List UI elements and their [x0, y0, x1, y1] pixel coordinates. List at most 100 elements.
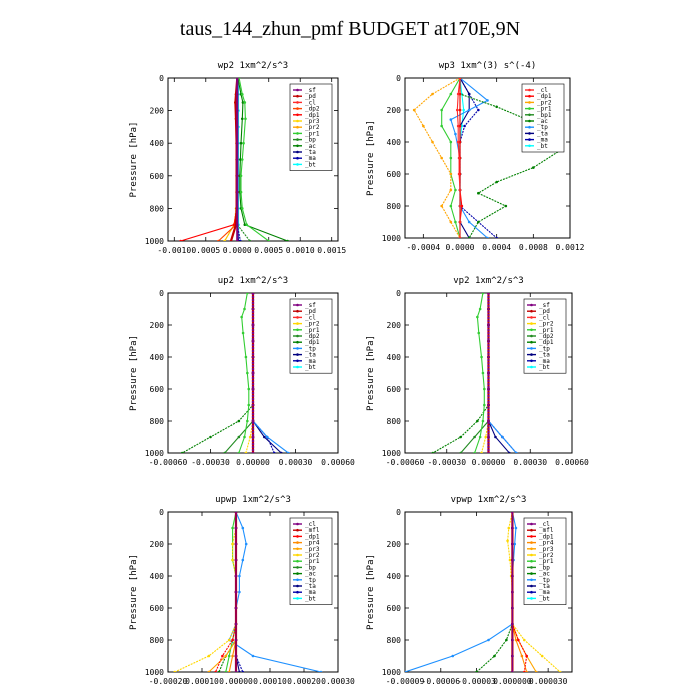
legend-marker — [530, 303, 533, 307]
data-point — [238, 574, 241, 578]
data-point — [243, 435, 246, 439]
data-point — [231, 542, 234, 546]
legend-entry: _ma — [305, 155, 316, 162]
legend-marker — [296, 113, 299, 117]
series-line-tp — [405, 512, 517, 672]
x-tick-label: -0.00060 — [386, 458, 425, 467]
legend-marker — [530, 578, 533, 582]
y-tick-label: 400 — [150, 572, 165, 581]
y-tick-label: 1000 — [382, 449, 401, 458]
legend-marker — [530, 541, 533, 544]
legend-marker — [528, 113, 531, 117]
data-point — [451, 654, 455, 658]
data-point — [241, 331, 245, 335]
data-point — [235, 239, 239, 241]
series-line-dp1 — [180, 78, 238, 241]
data-point — [239, 174, 243, 178]
y-tick-label: 400 — [387, 572, 402, 581]
data-point — [480, 451, 483, 453]
data-point — [251, 387, 255, 391]
legend-entry: _bp — [305, 564, 316, 571]
data-point — [251, 339, 255, 343]
data-point — [522, 670, 526, 672]
data-point — [235, 125, 239, 129]
legend-entry: _pr1 — [539, 558, 554, 565]
data-point — [467, 108, 471, 112]
series-line-ac — [476, 512, 513, 672]
legend-entry: _dp1 — [305, 533, 320, 540]
legend-entry: _bp1 — [537, 112, 552, 119]
data-point — [487, 419, 490, 423]
data-point — [207, 670, 211, 672]
data-point — [505, 638, 508, 642]
legend-entry: _pd — [539, 308, 550, 315]
x-tick-label: -0.00060 — [149, 458, 188, 467]
x-tick-label: 0.00030 — [321, 677, 355, 686]
legend-marker — [296, 535, 299, 538]
panel-3: vp2 1xm^2/s^3 0 200 400 600 800 1000-0.00060 -0… — [366, 276, 589, 467]
data-point — [173, 670, 177, 672]
data-point — [251, 419, 255, 423]
x-tick-label: -0.00030 — [427, 458, 466, 467]
legend-marker — [530, 553, 533, 557]
x-tick-label: 0.0008 — [519, 243, 548, 252]
data-point — [449, 156, 453, 160]
data-point — [458, 188, 462, 192]
data-point — [455, 108, 459, 112]
data-point — [214, 670, 217, 672]
data-point — [487, 371, 490, 375]
data-point — [525, 654, 528, 658]
legend-entry: _ma — [537, 137, 548, 144]
legend-marker — [296, 522, 299, 526]
x-tick-label: 0.00030 — [279, 458, 313, 467]
series-group — [405, 512, 562, 672]
legend-marker — [528, 132, 531, 135]
data-point — [501, 435, 504, 439]
data-point — [476, 315, 479, 319]
data-point — [263, 435, 266, 439]
x-tick-label: 0.00060 — [321, 458, 355, 467]
legend-entry: _bt — [305, 364, 316, 371]
legend-entry: _ma — [539, 589, 550, 596]
x-tick-label: -0.0010 — [157, 246, 191, 255]
legend-marker — [528, 107, 531, 110]
data-point — [486, 99, 489, 102]
legend-entry: _bt — [305, 161, 316, 168]
data-point — [487, 387, 490, 391]
legend-marker — [530, 334, 533, 338]
series-line-dp2 — [224, 293, 254, 453]
data-point — [234, 526, 238, 530]
legend-marker — [528, 138, 531, 141]
y-axis-label: Pressure [hPa] — [129, 554, 139, 630]
data-point — [239, 158, 242, 161]
plot-frame — [167, 511, 339, 673]
legend-marker — [296, 163, 299, 166]
legend-marker — [296, 353, 299, 356]
x-tick-label: 0.0012 — [556, 243, 585, 252]
legend-marker — [530, 365, 533, 369]
y-tick-label: 0 — [159, 508, 164, 517]
legend-marker — [296, 597, 299, 600]
legend-marker — [528, 144, 531, 148]
legend-marker — [530, 566, 533, 569]
legend-marker — [530, 528, 533, 532]
series-line-ac — [218, 512, 237, 672]
data-point — [511, 558, 514, 562]
legend-entry: _pr1 — [305, 558, 320, 565]
panel-1: wp3 1xm^(3) s^(-4) 0 200 400 600 800 1000 -0.00… — [366, 61, 585, 252]
y-tick-label: 400 — [387, 138, 402, 147]
data-point — [286, 239, 289, 241]
data-point — [449, 92, 453, 96]
x-tick-label: 0.00030 — [513, 458, 547, 467]
data-point — [506, 539, 509, 543]
y-tick-label: 200 — [387, 106, 402, 115]
legend-marker — [296, 553, 299, 557]
data-point — [440, 108, 443, 112]
data-point — [251, 403, 255, 407]
data-point — [514, 526, 518, 530]
y-tick-label: 200 — [150, 540, 165, 549]
x-tick-label: -0.00009 — [386, 677, 425, 686]
legend-entry: _cl — [305, 99, 316, 106]
